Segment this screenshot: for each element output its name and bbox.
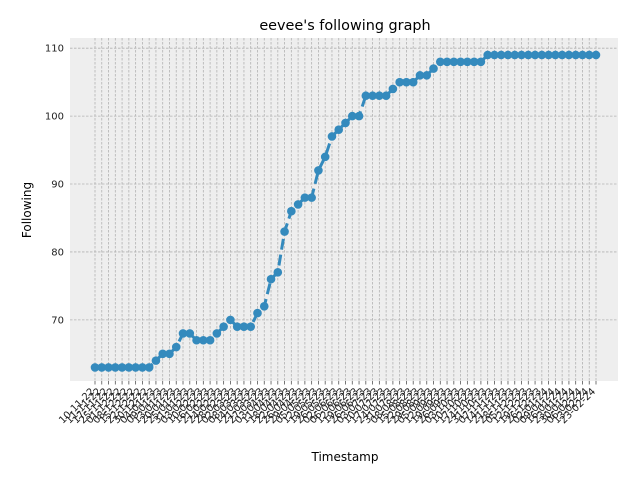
data-point [368, 91, 377, 101]
data-point [422, 71, 432, 80]
y-axis-label: Following [20, 182, 34, 238]
data-point [490, 50, 499, 60]
data-point [429, 64, 438, 73]
data-point [266, 274, 276, 284]
data-point [158, 349, 168, 359]
data-point [584, 50, 594, 60]
data-point [320, 152, 330, 162]
data-point [571, 50, 580, 60]
data-point [293, 200, 303, 209]
y-tick-label: 70 [51, 315, 64, 326]
data-point [199, 335, 208, 345]
data-point [469, 57, 479, 67]
data-point [226, 315, 235, 325]
data-point [131, 363, 140, 372]
data-point [381, 91, 391, 101]
data-point [144, 363, 154, 372]
data-point [564, 50, 574, 60]
data-point [456, 57, 465, 67]
data-point [551, 50, 560, 60]
y-tick-label: 80 [51, 247, 64, 258]
data-point [341, 118, 350, 128]
data-point [435, 57, 445, 67]
data-point [463, 57, 472, 67]
data-point [185, 329, 195, 338]
data-point [138, 363, 147, 372]
data-point [253, 308, 262, 318]
data-point [273, 268, 283, 277]
y-tick-label: 110 [45, 44, 64, 55]
x-axis-label: Timestamp [311, 450, 379, 464]
data-point [544, 50, 553, 60]
data-point [151, 356, 161, 365]
y-tick-label: 100 [45, 112, 64, 123]
data-point [287, 206, 296, 216]
data-point [415, 71, 425, 80]
data-point [178, 329, 188, 338]
data-point [523, 50, 533, 60]
data-point [388, 84, 398, 94]
data-point [375, 91, 384, 101]
data-point [280, 227, 289, 236]
y-tick-label: 90 [51, 180, 64, 191]
data-point [111, 363, 120, 372]
data-point [192, 335, 201, 345]
data-point [402, 77, 411, 87]
data-point [496, 50, 506, 60]
chart-title: eevee's following graph [259, 18, 430, 34]
data-point [239, 322, 249, 331]
data-point [442, 57, 452, 67]
data-point [205, 335, 215, 345]
data-point [530, 50, 540, 60]
data-point [354, 111, 364, 121]
data-point [578, 50, 587, 60]
data-point [307, 193, 316, 202]
data-point [219, 322, 228, 331]
data-point [124, 363, 134, 372]
data-point [395, 77, 404, 87]
data-point [300, 193, 310, 202]
data-point [347, 111, 357, 121]
data-point [314, 166, 323, 175]
data-point [327, 132, 337, 141]
data-point [232, 322, 242, 331]
data-point [503, 50, 513, 60]
data-point [212, 329, 222, 338]
y-axis-ticks: 70 80 90 100 110 [45, 44, 64, 327]
data-point [517, 50, 526, 60]
series-layer [90, 50, 601, 372]
plot-area [70, 38, 618, 381]
data-point [557, 50, 567, 60]
grid [70, 38, 618, 381]
data-point [510, 50, 520, 60]
data-point [476, 57, 486, 67]
data-point [361, 91, 371, 101]
data-point [90, 363, 100, 372]
data-point [117, 363, 127, 372]
data-point [483, 50, 492, 60]
data-point [408, 77, 418, 87]
data-point [97, 363, 107, 372]
data-point [537, 50, 547, 60]
data-point [171, 342, 181, 352]
data-point [165, 349, 174, 359]
data-point [334, 125, 344, 134]
data-point [104, 363, 113, 372]
data-point [246, 322, 256, 331]
data-point [591, 50, 601, 60]
data-point [449, 57, 459, 67]
data-point [259, 301, 269, 311]
